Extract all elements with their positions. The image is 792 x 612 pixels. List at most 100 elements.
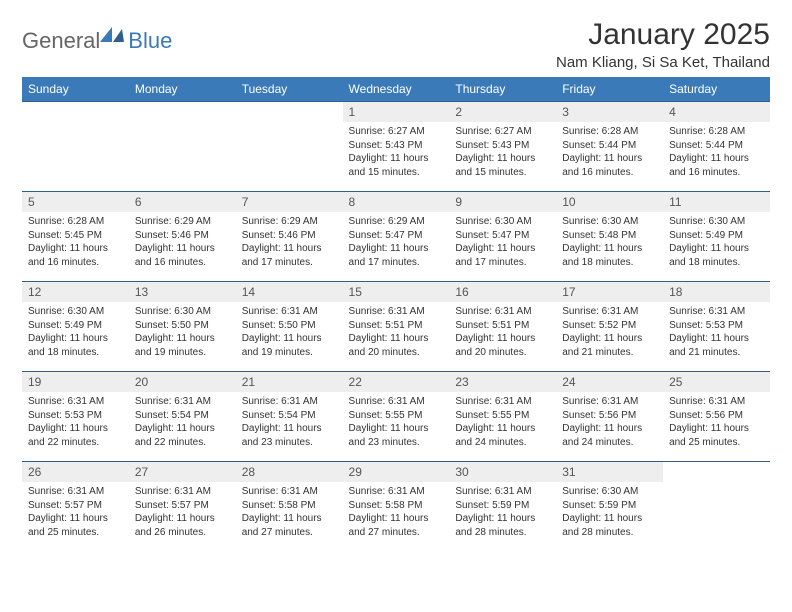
calendar-day-cell: 25Sunrise: 6:31 AMSunset: 5:56 PMDayligh… (663, 372, 770, 462)
weekday-header: Saturday (663, 77, 770, 102)
day-details: Sunrise: 6:31 AMSunset: 5:53 PMDaylight:… (22, 392, 129, 453)
day-number: 4 (663, 102, 770, 122)
header: General Blue January 2025 Nam Kliang, Si… (22, 18, 770, 71)
calendar-day-cell: 17Sunrise: 6:31 AMSunset: 5:52 PMDayligh… (556, 282, 663, 372)
day-details: Sunrise: 6:27 AMSunset: 5:43 PMDaylight:… (449, 122, 556, 183)
calendar-day-cell: 30Sunrise: 6:31 AMSunset: 5:59 PMDayligh… (449, 462, 556, 552)
day-details: Sunrise: 6:28 AMSunset: 5:44 PMDaylight:… (663, 122, 770, 183)
calendar-day-cell: 9Sunrise: 6:30 AMSunset: 5:47 PMDaylight… (449, 192, 556, 282)
day-details: Sunrise: 6:30 AMSunset: 5:49 PMDaylight:… (663, 212, 770, 273)
calendar-week-row: 19Sunrise: 6:31 AMSunset: 5:53 PMDayligh… (22, 372, 770, 462)
calendar-page: General Blue January 2025 Nam Kliang, Si… (0, 0, 792, 552)
day-details: Sunrise: 6:29 AMSunset: 5:46 PMDaylight:… (236, 212, 343, 273)
calendar-day-cell: .. (22, 102, 129, 192)
day-details: Sunrise: 6:31 AMSunset: 5:56 PMDaylight:… (556, 392, 663, 453)
day-number: 27 (129, 462, 236, 482)
day-details: Sunrise: 6:31 AMSunset: 5:55 PMDaylight:… (343, 392, 450, 453)
calendar-day-cell: .. (129, 102, 236, 192)
day-number: 24 (556, 372, 663, 392)
calendar-day-cell: 29Sunrise: 6:31 AMSunset: 5:58 PMDayligh… (343, 462, 450, 552)
day-details: Sunrise: 6:27 AMSunset: 5:43 PMDaylight:… (343, 122, 450, 183)
calendar-week-row: 12Sunrise: 6:30 AMSunset: 5:49 PMDayligh… (22, 282, 770, 372)
day-details: Sunrise: 6:31 AMSunset: 5:57 PMDaylight:… (129, 482, 236, 543)
day-details: Sunrise: 6:31 AMSunset: 5:50 PMDaylight:… (236, 302, 343, 363)
day-details: Sunrise: 6:30 AMSunset: 5:50 PMDaylight:… (129, 302, 236, 363)
day-details: Sunrise: 6:29 AMSunset: 5:47 PMDaylight:… (343, 212, 450, 273)
day-number: 10 (556, 192, 663, 212)
day-number: 22 (343, 372, 450, 392)
day-number: 25 (663, 372, 770, 392)
calendar-day-cell: 27Sunrise: 6:31 AMSunset: 5:57 PMDayligh… (129, 462, 236, 552)
day-details: Sunrise: 6:31 AMSunset: 5:51 PMDaylight:… (343, 302, 450, 363)
month-title: January 2025 (556, 18, 770, 52)
calendar-day-cell: 10Sunrise: 6:30 AMSunset: 5:48 PMDayligh… (556, 192, 663, 282)
calendar-day-cell: 20Sunrise: 6:31 AMSunset: 5:54 PMDayligh… (129, 372, 236, 462)
day-number: 28 (236, 462, 343, 482)
calendar-day-cell: 19Sunrise: 6:31 AMSunset: 5:53 PMDayligh… (22, 372, 129, 462)
weekday-header: Sunday (22, 77, 129, 102)
weekday-header: Wednesday (343, 77, 450, 102)
day-number: 3 (556, 102, 663, 122)
weekday-header: Friday (556, 77, 663, 102)
day-number: 31 (556, 462, 663, 482)
calendar-day-cell: 2Sunrise: 6:27 AMSunset: 5:43 PMDaylight… (449, 102, 556, 192)
calendar-day-cell: 21Sunrise: 6:31 AMSunset: 5:54 PMDayligh… (236, 372, 343, 462)
calendar-day-cell: .. (663, 462, 770, 552)
calendar-day-cell: 16Sunrise: 6:31 AMSunset: 5:51 PMDayligh… (449, 282, 556, 372)
day-number: 12 (22, 282, 129, 302)
day-number: 7 (236, 192, 343, 212)
calendar-day-cell: 8Sunrise: 6:29 AMSunset: 5:47 PMDaylight… (343, 192, 450, 282)
day-number: 14 (236, 282, 343, 302)
day-number: 29 (343, 462, 450, 482)
day-details: Sunrise: 6:31 AMSunset: 5:51 PMDaylight:… (449, 302, 556, 363)
day-details: Sunrise: 6:31 AMSunset: 5:55 PMDaylight:… (449, 392, 556, 453)
calendar-day-cell: 1Sunrise: 6:27 AMSunset: 5:43 PMDaylight… (343, 102, 450, 192)
calendar-day-cell: 12Sunrise: 6:30 AMSunset: 5:49 PMDayligh… (22, 282, 129, 372)
calendar-table: SundayMondayTuesdayWednesdayThursdayFrid… (22, 77, 770, 552)
day-number: 13 (129, 282, 236, 302)
logo: General Blue (22, 18, 172, 54)
location: Nam Kliang, Si Sa Ket, Thailand (556, 54, 770, 71)
day-details: Sunrise: 6:29 AMSunset: 5:46 PMDaylight:… (129, 212, 236, 273)
day-number: 9 (449, 192, 556, 212)
day-details: Sunrise: 6:31 AMSunset: 5:54 PMDaylight:… (129, 392, 236, 453)
weekday-header: Tuesday (236, 77, 343, 102)
calendar-day-cell: 31Sunrise: 6:30 AMSunset: 5:59 PMDayligh… (556, 462, 663, 552)
day-details: Sunrise: 6:28 AMSunset: 5:44 PMDaylight:… (556, 122, 663, 183)
calendar-day-cell: .. (236, 102, 343, 192)
day-number: 21 (236, 372, 343, 392)
day-number: 17 (556, 282, 663, 302)
day-details: Sunrise: 6:30 AMSunset: 5:59 PMDaylight:… (556, 482, 663, 543)
day-details: Sunrise: 6:31 AMSunset: 5:54 PMDaylight:… (236, 392, 343, 453)
day-number: 18 (663, 282, 770, 302)
day-number: 2 (449, 102, 556, 122)
calendar-day-cell: 11Sunrise: 6:30 AMSunset: 5:49 PMDayligh… (663, 192, 770, 282)
calendar-day-cell: 4Sunrise: 6:28 AMSunset: 5:44 PMDaylight… (663, 102, 770, 192)
calendar-body: ......1Sunrise: 6:27 AMSunset: 5:43 PMDa… (22, 102, 770, 552)
calendar-day-cell: 14Sunrise: 6:31 AMSunset: 5:50 PMDayligh… (236, 282, 343, 372)
day-number: 11 (663, 192, 770, 212)
day-details: Sunrise: 6:31 AMSunset: 5:59 PMDaylight:… (449, 482, 556, 543)
day-details: Sunrise: 6:28 AMSunset: 5:45 PMDaylight:… (22, 212, 129, 273)
weekday-header: Monday (129, 77, 236, 102)
calendar-week-row: ......1Sunrise: 6:27 AMSunset: 5:43 PMDa… (22, 102, 770, 192)
calendar-day-cell: 26Sunrise: 6:31 AMSunset: 5:57 PMDayligh… (22, 462, 129, 552)
logo-text-blue: Blue (128, 28, 172, 54)
day-details: Sunrise: 6:31 AMSunset: 5:53 PMDaylight:… (663, 302, 770, 363)
title-block: January 2025 Nam Kliang, Si Sa Ket, Thai… (556, 18, 770, 71)
day-details: Sunrise: 6:31 AMSunset: 5:58 PMDaylight:… (236, 482, 343, 543)
calendar-week-row: 5Sunrise: 6:28 AMSunset: 5:45 PMDaylight… (22, 192, 770, 282)
calendar-week-row: 26Sunrise: 6:31 AMSunset: 5:57 PMDayligh… (22, 462, 770, 552)
calendar-day-cell: 22Sunrise: 6:31 AMSunset: 5:55 PMDayligh… (343, 372, 450, 462)
day-number: 16 (449, 282, 556, 302)
day-number: 5 (22, 192, 129, 212)
calendar-day-cell: 3Sunrise: 6:28 AMSunset: 5:44 PMDaylight… (556, 102, 663, 192)
day-details: Sunrise: 6:31 AMSunset: 5:57 PMDaylight:… (22, 482, 129, 543)
calendar-day-cell: 6Sunrise: 6:29 AMSunset: 5:46 PMDaylight… (129, 192, 236, 282)
day-number: 19 (22, 372, 129, 392)
day-number: 23 (449, 372, 556, 392)
day-number: 8 (343, 192, 450, 212)
day-details: Sunrise: 6:31 AMSunset: 5:52 PMDaylight:… (556, 302, 663, 363)
day-number: 6 (129, 192, 236, 212)
day-number: 30 (449, 462, 556, 482)
